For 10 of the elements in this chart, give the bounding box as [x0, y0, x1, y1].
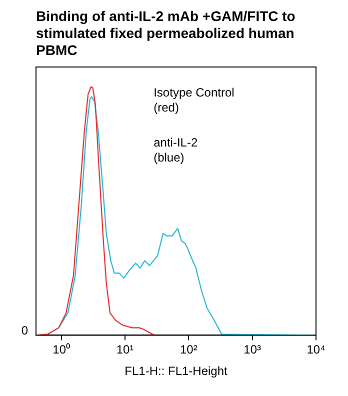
- x-tick-label: 10⁰: [52, 342, 70, 357]
- text: 0: [21, 324, 28, 338]
- x-tick-label: 10⁴: [306, 342, 326, 357]
- x-axis-title: FL1-H:: FL1-Height: [124, 364, 228, 378]
- x-tick-label: 10¹: [116, 342, 134, 357]
- annotation: anti-IL-2 (blue): [154, 135, 198, 164]
- annotation: Isotype Control (red): [154, 85, 234, 114]
- x-tick-label: 10²: [180, 342, 198, 357]
- chart-title: Binding of anti-IL-2 mAb +GAM/FITC to stimulated fixed permeabolized human PBMC: [35, 8, 296, 59]
- x-tick-label: 10³: [244, 342, 262, 357]
